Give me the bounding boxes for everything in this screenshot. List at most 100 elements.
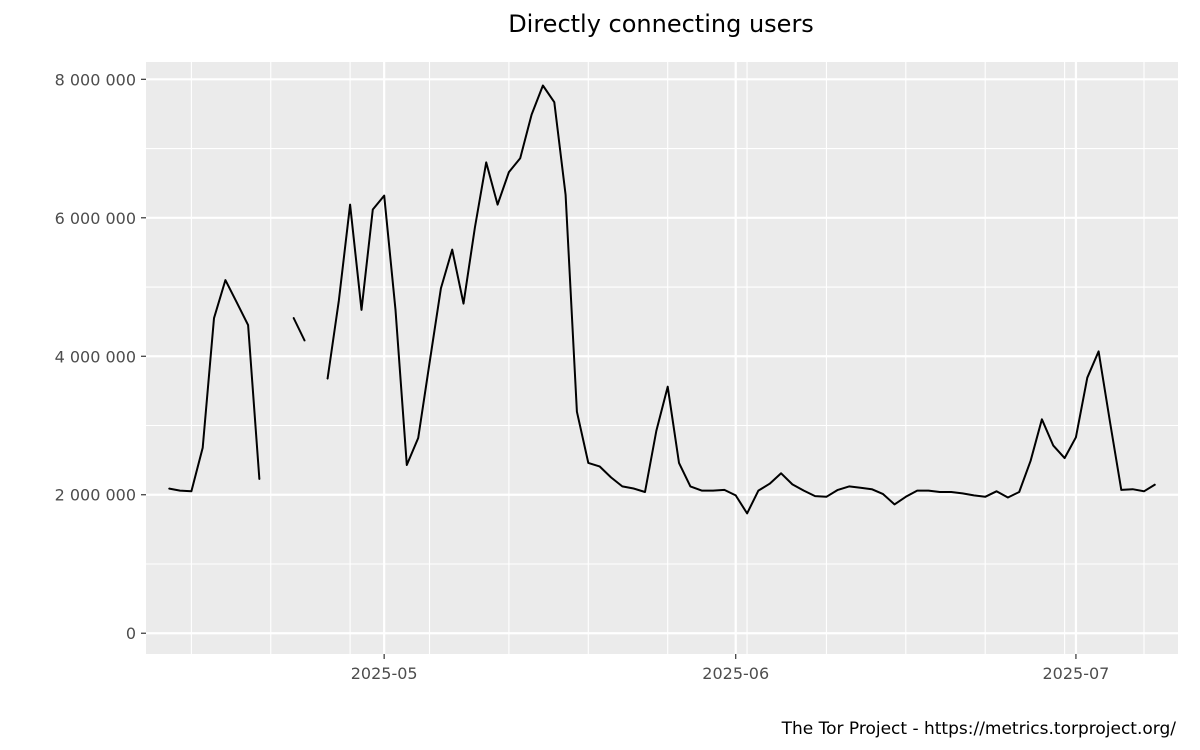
data-point xyxy=(996,490,997,492)
data-point xyxy=(1098,350,1100,352)
data-point xyxy=(1030,460,1032,462)
data-point xyxy=(939,491,941,493)
data-point xyxy=(1064,457,1066,459)
data-point xyxy=(791,483,793,485)
data-point xyxy=(599,465,601,467)
data-point xyxy=(655,430,657,432)
data-point xyxy=(190,490,192,492)
data-point xyxy=(667,386,669,388)
data-point xyxy=(1109,421,1111,423)
data-point xyxy=(497,204,499,206)
data-point xyxy=(565,194,567,196)
data-point xyxy=(429,362,430,364)
data-point xyxy=(179,490,181,492)
data-point xyxy=(1086,377,1088,379)
data-point xyxy=(860,487,861,489)
data-point xyxy=(780,472,782,474)
data-point xyxy=(621,485,623,487)
y-tick-label: 0 xyxy=(126,624,136,643)
data-point xyxy=(735,494,737,496)
data-point xyxy=(984,496,986,498)
data-point xyxy=(928,490,929,492)
data-point xyxy=(304,340,306,342)
data-point xyxy=(746,512,748,514)
chart-title: Directly connecting users xyxy=(508,10,814,38)
series-line-segment xyxy=(292,317,306,342)
chart-caption: The Tor Project - https://metrics.torpro… xyxy=(781,719,1177,739)
data-point xyxy=(587,462,589,464)
data-point xyxy=(894,503,895,505)
data-point xyxy=(882,493,884,495)
y-tick-label: 2 000 000 xyxy=(55,486,136,505)
data-point xyxy=(338,300,340,302)
data-point xyxy=(258,479,260,480)
data-point xyxy=(905,496,907,498)
data-point xyxy=(247,324,249,326)
y-tick-label: 8 000 000 xyxy=(55,70,136,89)
data-point xyxy=(213,317,215,319)
data-point xyxy=(553,101,555,103)
data-point xyxy=(1052,445,1054,447)
data-point xyxy=(292,317,294,318)
data-point xyxy=(962,492,963,494)
data-point xyxy=(610,476,612,478)
data-point xyxy=(803,490,805,492)
data-point xyxy=(168,488,170,489)
x-tick-label: 2025-05 xyxy=(351,664,418,683)
data-point xyxy=(383,195,385,197)
data-point xyxy=(474,227,476,228)
data-point xyxy=(1018,491,1020,493)
data-point xyxy=(451,249,453,251)
data-point xyxy=(1041,418,1043,420)
data-point xyxy=(519,157,521,159)
data-point xyxy=(644,491,646,493)
data-point xyxy=(837,489,839,491)
x-tick-label: 2025-06 xyxy=(702,664,769,683)
data-point xyxy=(689,485,691,487)
data-point xyxy=(202,447,204,449)
data-point xyxy=(814,495,816,497)
data-point xyxy=(950,491,952,493)
data-point xyxy=(349,204,351,206)
data-point xyxy=(508,171,510,173)
data-point xyxy=(327,378,328,380)
axes: 0 2 000 000 4 000 000 6 000 000 8 000 000 202… xyxy=(55,70,1110,683)
data-point xyxy=(236,301,238,303)
data-point xyxy=(1075,436,1077,438)
data-point xyxy=(395,309,396,311)
data-point xyxy=(463,303,464,305)
data-point xyxy=(1143,490,1145,492)
data-point xyxy=(361,309,362,311)
data-point xyxy=(769,483,771,485)
data-point xyxy=(825,496,827,498)
data-point xyxy=(485,161,487,163)
series-line-segment xyxy=(326,84,1156,515)
data-point xyxy=(848,485,850,487)
data-point xyxy=(576,411,578,413)
data-point xyxy=(973,494,975,496)
data-point xyxy=(1120,489,1122,491)
y-tick-label: 4 000 000 xyxy=(55,347,136,366)
data-point xyxy=(916,490,918,492)
data-point xyxy=(723,489,725,491)
data-point xyxy=(440,287,442,289)
data-point xyxy=(372,209,374,210)
y-tick-label: 6 000 000 xyxy=(55,209,136,228)
data-point xyxy=(417,437,419,439)
data-point xyxy=(1154,483,1156,485)
data-point xyxy=(406,464,408,466)
data-point xyxy=(678,462,680,464)
plot-panel xyxy=(146,62,1178,654)
data-series xyxy=(168,84,1156,515)
data-point xyxy=(531,114,533,116)
data-point xyxy=(712,490,714,492)
data-point xyxy=(633,488,635,489)
data-point xyxy=(542,85,544,86)
data-point xyxy=(1132,488,1134,490)
data-point xyxy=(701,490,703,492)
data-point xyxy=(757,490,759,492)
data-point xyxy=(871,488,873,490)
data-point xyxy=(224,279,226,281)
grid-lines xyxy=(146,62,1178,654)
